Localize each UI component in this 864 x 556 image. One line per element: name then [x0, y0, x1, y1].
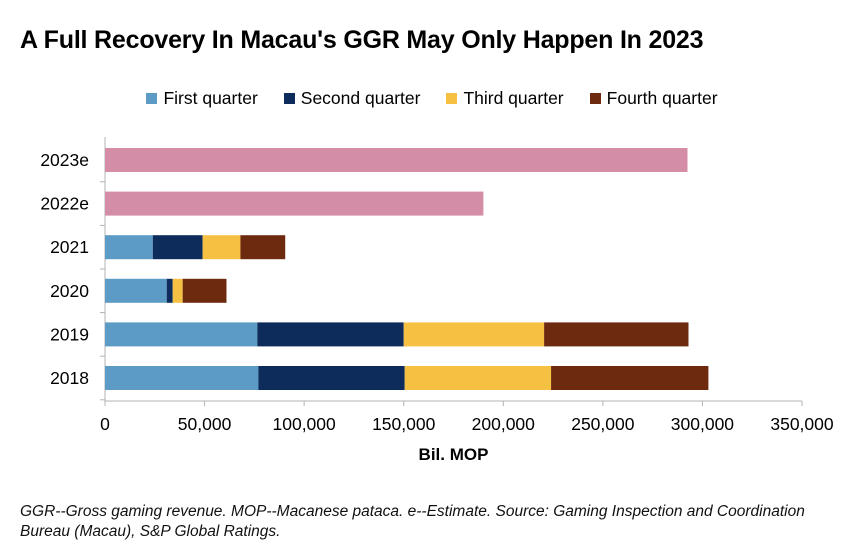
x-tick-label-6: 300,000	[671, 414, 735, 434]
legend-label-second-quarter: Second quarter	[300, 88, 421, 108]
x-axis-title: Bil. MOP	[419, 445, 489, 464]
bar-2018-fourth-quarter	[551, 366, 709, 390]
bar-2018-second-quarter	[258, 366, 405, 390]
bar-2018-first-quarter	[105, 366, 259, 390]
x-tick-label-2: 100,000	[273, 414, 337, 434]
x-tick-label-4: 200,000	[472, 414, 536, 434]
bar-2020-first-quarter	[105, 278, 167, 303]
x-tick-label-3: 150,000	[372, 414, 436, 434]
legend-label-fourth-quarter: Fourth quarter	[606, 88, 718, 108]
bar-2019-first-quarter	[105, 322, 258, 347]
x-tick-label-5: 250,000	[571, 414, 635, 434]
x-tick-label-1: 50,000	[178, 414, 232, 434]
y-tick-label-2018: 2018	[50, 368, 89, 388]
legend-swatch-fourth-quarter	[589, 93, 601, 104]
chart-title: A Full Recovery In Macau's GGR May Only …	[20, 26, 704, 54]
chart-legend: First quarter Second quarter Third quart…	[0, 88, 864, 109]
bar-2023e-annual-estimate	[105, 148, 688, 172]
x-tick-label-0: 0	[100, 414, 110, 434]
legend-swatch-second-quarter	[283, 93, 295, 104]
legend-item-third-quarter: Third quarter	[446, 88, 564, 109]
y-tick-label-2020: 2020	[50, 281, 89, 301]
legend-item-second-quarter: Second quarter	[283, 88, 421, 109]
y-tick-label-2022e: 2022e	[40, 194, 89, 214]
legend-item-fourth-quarter: Fourth quarter	[589, 88, 718, 109]
bar-2018-third-quarter	[404, 366, 552, 390]
legend-label-third-quarter: Third quarter	[463, 88, 564, 108]
bar-2019-fourth-quarter	[544, 322, 689, 347]
bar-2020-third-quarter	[172, 278, 183, 303]
bar-2021-third-quarter	[202, 235, 241, 260]
bar-2020-fourth-quarter	[182, 278, 227, 303]
legend-label-first-quarter: First quarter	[163, 88, 258, 108]
bar-2019-third-quarter	[403, 322, 545, 347]
bar-2021-fourth-quarter	[240, 235, 286, 260]
x-tick-label-7: 350,000	[770, 414, 834, 434]
bar-2022e-annual-estimate	[105, 191, 484, 216]
bar-2021-second-quarter	[152, 235, 203, 260]
bar-2019-second-quarter	[257, 322, 404, 347]
y-tick-label-2023e: 2023e	[40, 150, 89, 170]
footnote: GGR--Gross gaming revenue. MOP--Macanese…	[20, 503, 805, 540]
legend-swatch-third-quarter	[446, 93, 458, 104]
legend-item-first-quarter: First quarter	[146, 88, 258, 109]
bar-2020-second-quarter	[166, 278, 173, 303]
bar-2021-first-quarter	[105, 235, 153, 260]
y-tick-label-2019: 2019	[50, 324, 89, 344]
y-tick-label-2021: 2021	[50, 237, 89, 257]
legend-swatch-first-quarter	[146, 93, 158, 104]
